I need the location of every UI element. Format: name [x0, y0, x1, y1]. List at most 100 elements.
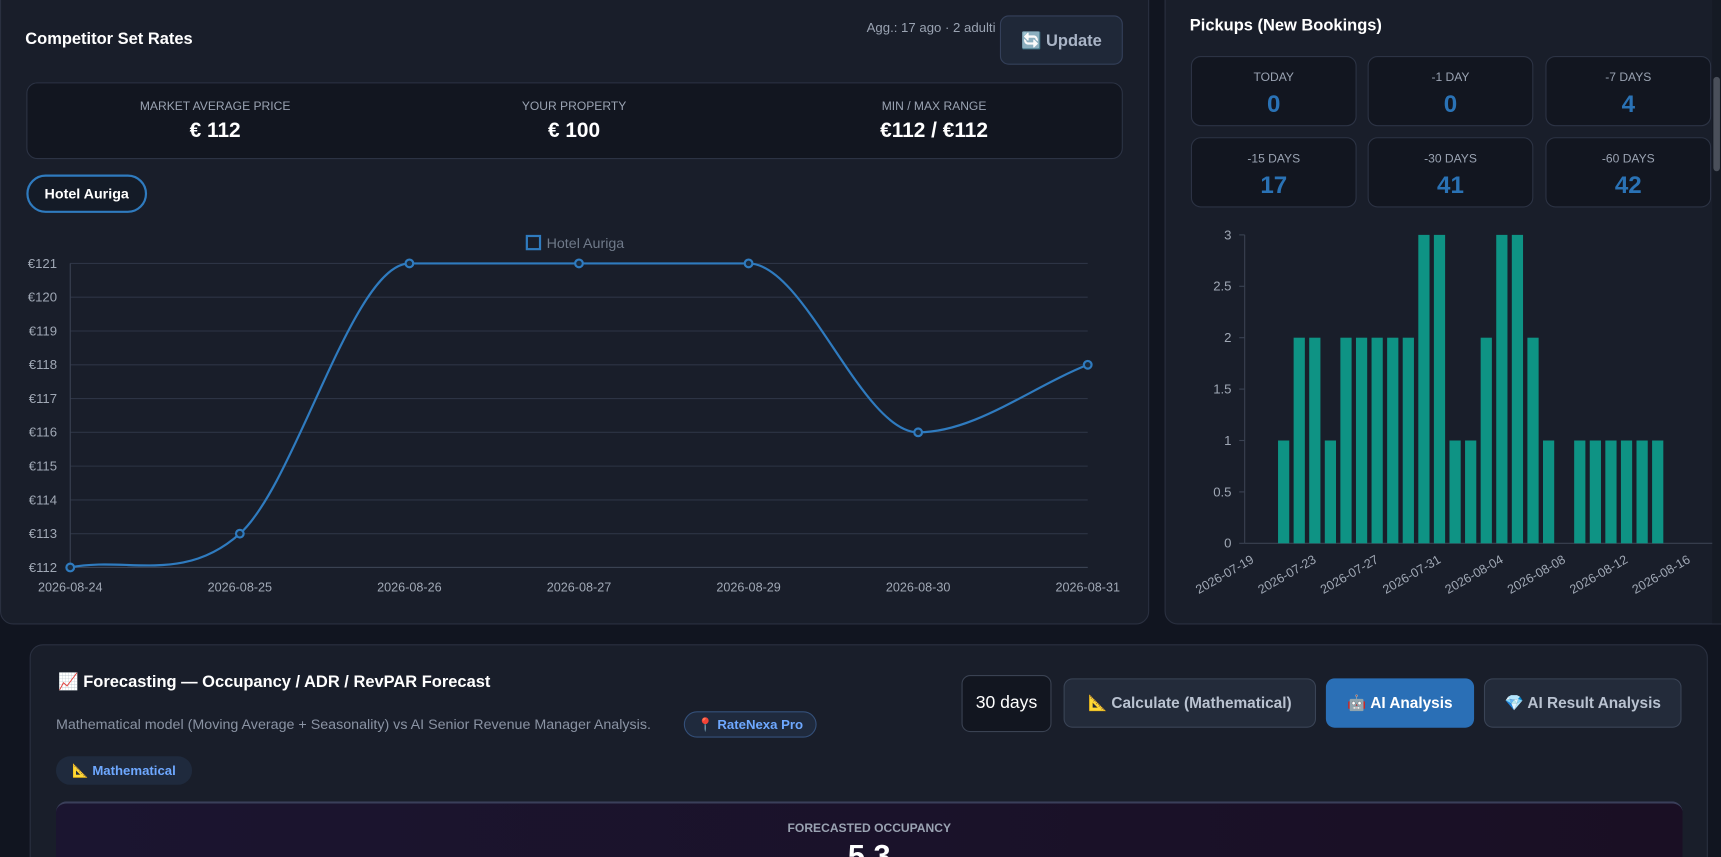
pickup-tile	[1545, 55, 1712, 127]
stat-value: €112 / €112	[880, 119, 988, 143]
y-tick-label: €118	[29, 357, 57, 372]
y-tick-label: 0	[1224, 536, 1231, 551]
pickup-tile	[1190, 55, 1357, 127]
bar	[1387, 337, 1399, 544]
x-tick-label: 2026-08-29	[716, 581, 781, 595]
bar	[1620, 440, 1633, 544]
bar	[1324, 440, 1337, 544]
bar	[1542, 440, 1555, 544]
legend-swatch	[525, 234, 542, 251]
x-tick-label: 2026-08-12	[1567, 552, 1630, 596]
update-button[interactable]: 🔄 Update	[999, 15, 1123, 65]
bar	[1496, 234, 1508, 544]
ai-analysis-button[interactable]: 🤖 AI Analysis	[1325, 678, 1475, 728]
bar	[1309, 337, 1321, 544]
tile-value: 41	[1437, 171, 1464, 199]
forecast-subtitle: Mathematical model (Moving Average + Sea…	[55, 715, 651, 733]
bar	[1636, 440, 1648, 544]
stat-value: € 100	[547, 119, 601, 143]
y-tick-label: €115	[29, 459, 57, 474]
x-tick-label: 2026-08-08	[1505, 552, 1568, 596]
tile-label: -15 DAYS	[1247, 152, 1301, 166]
bar	[1589, 440, 1601, 544]
x-tick-label: 2026-08-24	[38, 581, 103, 595]
mode-tag[interactable]: 📐 Mathematical	[55, 756, 193, 785]
bar	[1652, 440, 1664, 544]
bar	[1433, 234, 1446, 544]
y-tick-label: 3	[1224, 227, 1231, 242]
y-tick-label: 2	[1224, 330, 1231, 345]
x-tick-label: 2026-07-27	[1318, 552, 1381, 596]
point	[574, 258, 584, 269]
y-tick-label: €121	[28, 256, 57, 271]
panel-title: Competitor Set Rates	[25, 29, 193, 49]
x-tick-label: 2026-08-26	[377, 581, 442, 595]
panel-title: Pickups (New Bookings)	[1189, 16, 1382, 36]
tile-label: -1 DAY	[1431, 71, 1470, 85]
y-tick-label: €120	[28, 290, 57, 305]
bar	[1371, 337, 1383, 544]
scrollbar	[1712, 0, 1721, 624]
ai-result-button[interactable]: 💎 AI Result Analysis	[1483, 678, 1682, 728]
tile-value: 4	[1621, 90, 1636, 118]
point	[743, 258, 754, 269]
kpi-card	[55, 801, 1683, 857]
forecast-title: 📈 Forecasting — Occupancy / ADR / RevPAR…	[58, 672, 491, 692]
kpi-label: FORECASTED OCCUPANCY	[787, 822, 952, 836]
bar	[1355, 337, 1368, 544]
tile-label: -60 DAYS	[1601, 152, 1655, 166]
y-tick-label: €113	[29, 526, 57, 541]
point	[913, 427, 924, 438]
stats-box	[26, 82, 1123, 160]
point	[65, 562, 76, 573]
y-tick-label: €119	[29, 323, 57, 338]
x-tick-label: 2026-08-31	[1055, 581, 1120, 595]
scrollbar-thumb[interactable]	[1713, 76, 1720, 172]
x-tick-label: 2026-08-04	[1443, 552, 1506, 596]
stat-value: € 112	[189, 119, 241, 143]
pickup-tile	[1190, 137, 1357, 208]
legend-label: Hotel Auriga	[547, 236, 625, 252]
tile-label: -7 DAYS	[1605, 71, 1652, 85]
x-tick-label: 2026-08-16	[1630, 552, 1693, 596]
period-select[interactable]: 30 days	[961, 675, 1052, 733]
bar	[1340, 337, 1352, 544]
plan-badge: 📍 RateNexa Pro	[683, 711, 817, 738]
y-tick-label: €112	[29, 560, 57, 575]
x-tick-label: 2026-08-30	[886, 581, 951, 595]
x-tick-label: 2026-08-25	[208, 581, 273, 595]
x-tick-label: 2026-07-19	[1193, 552, 1256, 596]
x-tick-label: 2026-07-31	[1380, 552, 1443, 596]
bar	[1511, 234, 1524, 544]
bar	[1465, 440, 1477, 544]
tile-value: 0	[1443, 90, 1458, 118]
series-line	[70, 262, 1089, 569]
x-tick-label: 2026-08-27	[547, 581, 612, 595]
pickup-tile	[1545, 137, 1712, 208]
y-tick-label: 1.5	[1213, 381, 1231, 396]
point	[1082, 359, 1093, 370]
tile-value: 42	[1614, 171, 1642, 199]
updated-info: Agg.: 17 ago · 2 adulti	[866, 19, 996, 36]
y-tick-label: 2.5	[1213, 279, 1231, 294]
hotel-tab[interactable]: Hotel Auriga	[26, 174, 148, 213]
calculate-button[interactable]: 📐 Calculate (Mathematical)	[1063, 678, 1317, 728]
bar	[1480, 337, 1492, 544]
point	[234, 528, 245, 539]
bar	[1418, 234, 1430, 544]
tile-label: -30 DAYS	[1424, 152, 1477, 166]
tile-label: TODAY	[1253, 71, 1295, 85]
tile-value: 17	[1260, 171, 1288, 199]
bar	[1278, 440, 1290, 544]
bar	[1402, 337, 1414, 544]
bar	[1605, 440, 1617, 544]
y-tick-label: 1	[1224, 433, 1231, 448]
bar	[1574, 440, 1586, 544]
stat-label: MIN / MAX RANGE	[881, 99, 987, 114]
tile-value: 0	[1267, 90, 1281, 118]
pickup-tile	[1367, 55, 1534, 127]
point	[404, 258, 415, 269]
